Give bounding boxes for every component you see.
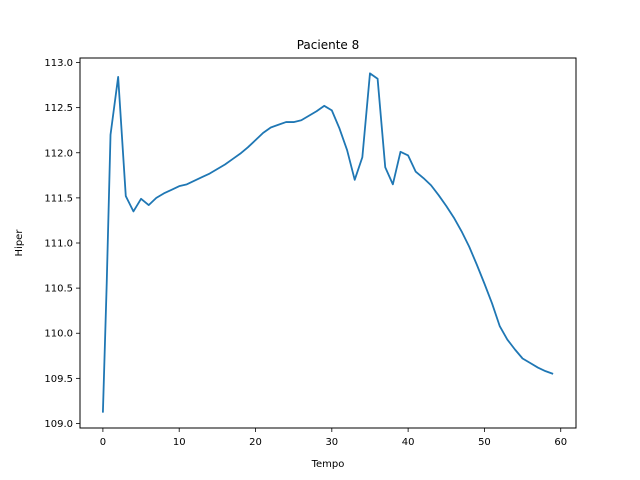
y-tick-label: 112.5 [44, 103, 73, 114]
plot-area [101, 72, 554, 413]
x-axis-label: Tempo [311, 459, 345, 470]
y-axis-label: Hiper [14, 229, 25, 257]
x-axis: 0 10 20 30 40 50 60 [100, 428, 567, 448]
y-tick-label: 111.5 [44, 193, 73, 204]
y-tick-label: 112.0 [44, 148, 73, 159]
y-tick-label: 111.0 [44, 239, 73, 250]
y-tick-label: 109.0 [44, 419, 73, 430]
series-line [101, 72, 554, 413]
x-tick-label: 20 [249, 437, 262, 448]
x-tick-label: 30 [325, 437, 338, 448]
y-tick-label: 110.0 [44, 329, 73, 340]
y-axis: 109.0 109.5 110.0 110.5 111.0 111.5 112.0 112.5… [44, 58, 80, 430]
y-tick-label: 110.5 [44, 284, 73, 295]
y-tick-label: 109.5 [44, 374, 73, 385]
x-tick-label: 0 [100, 437, 106, 448]
axes-frame [79, 57, 577, 429]
x-tick-label: 50 [478, 437, 491, 448]
x-tick-label: 40 [402, 437, 415, 448]
x-tick-label: 10 [173, 437, 186, 448]
chart-title: Paciente 8 [297, 38, 360, 52]
y-tick-label: 113.0 [44, 58, 73, 69]
x-tick-label: 60 [554, 437, 567, 448]
